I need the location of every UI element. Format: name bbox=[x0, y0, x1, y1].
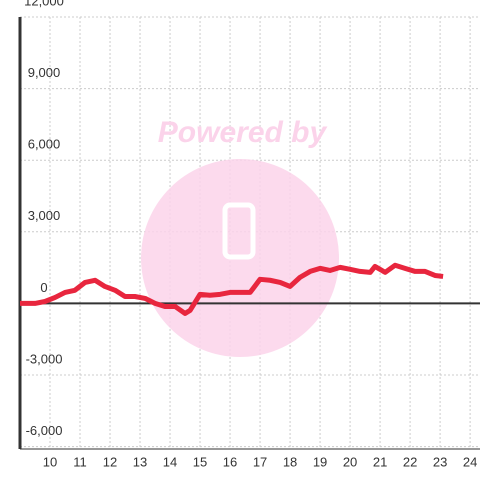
x-tick-label: 13 bbox=[133, 454, 147, 469]
x-tick-label: 15 bbox=[193, 454, 207, 469]
x-tick-label: 23 bbox=[433, 454, 447, 469]
x-tick-label: 24 bbox=[463, 454, 477, 469]
grid bbox=[20, 16, 480, 449]
watermark-icon bbox=[222, 202, 256, 260]
watermark-text: Powered by bbox=[158, 116, 328, 149]
x-tick-label: 19 bbox=[313, 454, 327, 469]
x-tick-label: 12 bbox=[103, 454, 117, 469]
x-tick-label: 10 bbox=[43, 454, 57, 469]
y-tick-label: 0 bbox=[40, 280, 47, 295]
x-tick-label: 14 bbox=[163, 454, 177, 469]
x-tick-label: 21 bbox=[373, 454, 387, 469]
y-tick-label: 3,000 bbox=[28, 208, 61, 223]
x-tick-label: 18 bbox=[283, 454, 297, 469]
y-tick-label: -3,000 bbox=[26, 351, 63, 366]
data-line bbox=[20, 262, 444, 316]
y-tick-label: 12,000 bbox=[24, 0, 64, 8]
y-tick-label: 6,000 bbox=[28, 137, 61, 152]
y-tick-label: -6,000 bbox=[26, 423, 63, 438]
x-tick-label: 17 bbox=[253, 454, 267, 469]
x-tick-label: 16 bbox=[223, 454, 237, 469]
y-tick-label: 9,000 bbox=[28, 65, 61, 80]
x-tick-label: 11 bbox=[73, 454, 87, 469]
x-tick-label: 22 bbox=[403, 454, 417, 469]
x-tick-label: 20 bbox=[343, 454, 357, 469]
